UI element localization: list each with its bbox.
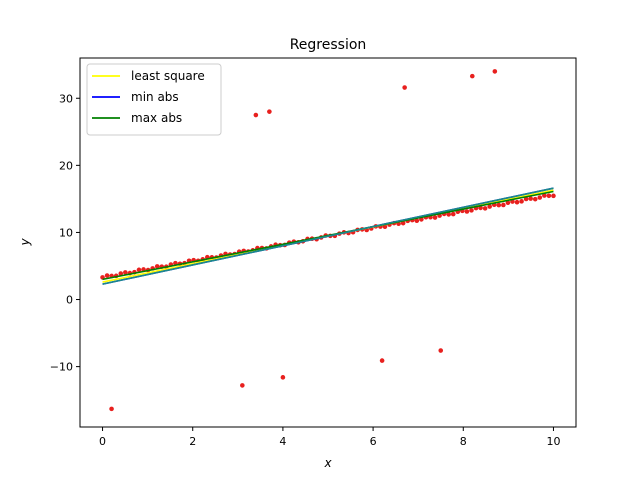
data-point (446, 212, 451, 217)
data-point (414, 218, 420, 224)
data-point (542, 193, 547, 198)
legend-label: min abs (131, 90, 179, 104)
x-axis-label: x (323, 456, 332, 470)
data-point (528, 196, 533, 201)
data-point (450, 211, 456, 217)
data-point (400, 220, 406, 226)
outlier-point (379, 358, 385, 363)
data-point (136, 267, 142, 273)
legend-label: least square (131, 69, 205, 83)
plot-area (100, 69, 556, 412)
data-point (532, 196, 538, 202)
y-tick-label: 20 (59, 159, 73, 172)
outlier-point (267, 109, 272, 114)
y-tick-label: 10 (59, 226, 73, 239)
data-point (514, 199, 520, 205)
y-axis-label: y (18, 238, 32, 247)
outlier-point (280, 375, 286, 380)
y-tick-label: −10 (50, 361, 73, 374)
x-tick-label: 8 (460, 435, 467, 448)
legend: least square min abs max abs (86, 63, 222, 136)
outlier-point (240, 383, 245, 388)
data-point (118, 271, 124, 276)
x-axis: 0 2 4 6 8 10 (99, 427, 560, 448)
data-point (104, 273, 110, 278)
regression-line (102, 187, 554, 285)
data-point (469, 208, 474, 213)
outlier-point (469, 73, 475, 79)
data-point (464, 209, 470, 214)
y-tick-label: 30 (59, 92, 73, 105)
outlier-point (438, 348, 444, 353)
x-tick-label: 0 (99, 435, 106, 448)
data-point (551, 193, 556, 199)
x-tick-label: 2 (189, 435, 196, 448)
data-point (505, 200, 511, 206)
data-point (487, 204, 492, 209)
x-tick-label: 6 (370, 435, 377, 448)
data-point (482, 206, 488, 211)
data-point (519, 199, 524, 204)
data-point (154, 264, 160, 269)
data-point (546, 193, 552, 199)
legend-label: max abs (131, 111, 182, 125)
y-tick-label: 0 (66, 294, 73, 307)
outlier-point (109, 406, 114, 412)
data-point (432, 215, 438, 220)
data-point (537, 195, 543, 200)
x-tick-label: 10 (546, 435, 560, 448)
data-point (501, 202, 506, 208)
y-axis: −10 0 10 20 30 (50, 92, 80, 374)
legend-box (86, 63, 222, 136)
data-point (478, 205, 483, 211)
plot-frame (79, 57, 577, 428)
outlier-point (402, 85, 407, 90)
outlier-point (492, 69, 498, 74)
outlier-point (253, 112, 259, 118)
data-point (496, 202, 502, 208)
chart-title: Regression (290, 37, 367, 53)
x-tick-label: 4 (279, 435, 286, 448)
data-point (123, 270, 128, 275)
